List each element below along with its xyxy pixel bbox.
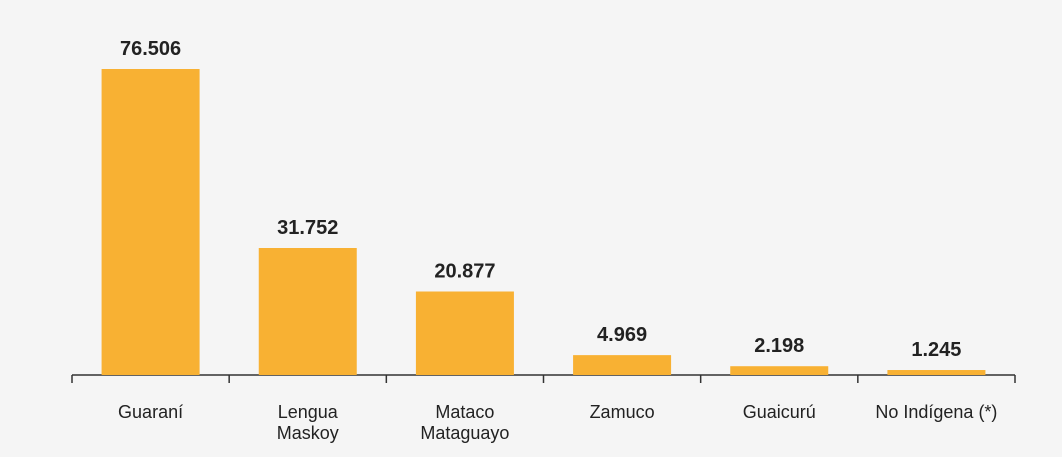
bar bbox=[101, 69, 200, 375]
x-tick-label: Zamuco bbox=[589, 402, 655, 422]
value-label: 2.198 bbox=[754, 335, 804, 357]
bar bbox=[730, 366, 829, 375]
value-label: 1.245 bbox=[911, 339, 961, 361]
x-tick-label: Guaicurú bbox=[742, 402, 816, 422]
x-tick-label: Guaraní bbox=[118, 402, 184, 422]
bar bbox=[573, 355, 672, 375]
value-label: 31.752 bbox=[277, 217, 338, 239]
bar bbox=[415, 291, 514, 375]
bar bbox=[258, 248, 357, 375]
x-tick-label: No Indígena (*) bbox=[875, 402, 998, 422]
x-tick-label: Lengua Maskoy bbox=[276, 402, 339, 443]
value-label: 20.877 bbox=[434, 260, 495, 282]
value-label: 76.506 bbox=[120, 38, 181, 60]
bar bbox=[887, 370, 986, 375]
value-label: 4.969 bbox=[597, 324, 647, 346]
x-tick-label: Mataco Mataguayo bbox=[420, 402, 510, 443]
